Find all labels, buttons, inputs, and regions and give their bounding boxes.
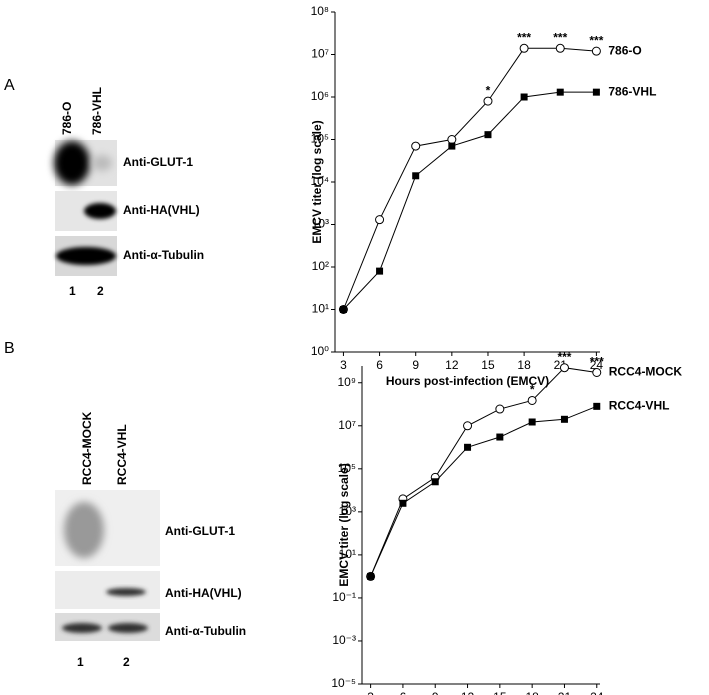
- annotation: *: [486, 83, 491, 97]
- annotation: ***: [517, 30, 531, 44]
- marker: [496, 433, 504, 441]
- x-tick-label: 9: [412, 358, 419, 372]
- marker: [431, 478, 439, 486]
- panel-label: B: [4, 340, 15, 357]
- series-line: [370, 367, 597, 577]
- marker: [399, 499, 407, 507]
- marker: [555, 43, 565, 53]
- marker: [339, 306, 347, 313]
- y-tick-label: 10⁴: [310, 174, 329, 188]
- marker: [528, 418, 536, 426]
- blot: [55, 490, 160, 641]
- marker: [376, 267, 384, 275]
- x-tick-label: 9: [432, 690, 439, 695]
- y-tick-label: 10⁻⁵: [331, 676, 356, 690]
- annotation: ***: [589, 33, 603, 47]
- y-tick-label: 10¹: [339, 547, 356, 561]
- x-tick-label: 6: [376, 358, 383, 372]
- y-tick-label: 10⁷: [338, 418, 356, 432]
- x-tick-label: 6: [400, 690, 407, 695]
- y-axis-label: EMCV titer (log scale): [310, 120, 324, 243]
- y-tick-label: 10⁻¹: [332, 590, 356, 604]
- series-label: RCC4-VHL: [609, 399, 670, 413]
- y-tick-label: 10⁶: [311, 89, 329, 103]
- y-tick-label: 10⁰: [311, 344, 329, 358]
- panel-label: A: [4, 77, 15, 94]
- lane-label: 786-O: [60, 102, 74, 135]
- x-tick-label: 3: [367, 690, 374, 695]
- marker: [448, 142, 456, 150]
- marker: [593, 402, 601, 410]
- marker: [556, 88, 564, 96]
- band-label: Anti-α-Tubulin: [165, 624, 246, 638]
- marker: [591, 46, 601, 56]
- x-tick-label: 18: [517, 358, 531, 372]
- marker: [483, 96, 493, 106]
- marker: [559, 363, 569, 373]
- y-tick-label: 10²: [312, 259, 329, 273]
- series-label: RCC4-MOCK: [609, 365, 683, 379]
- y-axis-label: EMCV titer (log scale): [337, 463, 351, 586]
- marker: [560, 415, 568, 423]
- marker: [375, 215, 385, 225]
- y-tick-label: 10¹: [312, 302, 329, 316]
- band-label: Anti-HA(VHL): [123, 203, 200, 217]
- lane-number: 2: [97, 284, 104, 298]
- x-tick-label: 24: [590, 358, 604, 372]
- y-tick-label: 10⁸: [311, 4, 329, 18]
- marker: [484, 131, 492, 139]
- band-label: Anti-GLUT-1: [165, 524, 235, 538]
- series-line: [342, 47, 597, 310]
- annotation: ***: [590, 355, 604, 369]
- annotation: ***: [553, 30, 567, 44]
- marker: [527, 395, 537, 405]
- lane-label: RCC4-MOCK: [80, 411, 94, 485]
- lane-number: 2: [123, 655, 130, 669]
- band-label: Anti-α-Tubulin: [123, 248, 204, 262]
- marker: [412, 172, 420, 180]
- series-line: [370, 405, 597, 577]
- marker: [520, 93, 528, 101]
- series-label: 786-O: [608, 43, 641, 57]
- lane-label: RCC4-VHL: [115, 424, 129, 485]
- series-label: 786-VHL: [608, 84, 656, 98]
- x-axis-label: Hours post-infection (EMCV): [386, 374, 549, 388]
- marker: [592, 367, 602, 377]
- y-tick-label: 10⁹: [338, 375, 357, 389]
- y-tick-label: 10⁷: [311, 47, 329, 61]
- x-tick-label: 12: [445, 358, 459, 372]
- marker: [464, 443, 472, 451]
- x-tick-label: 24: [590, 690, 604, 695]
- blot: [54, 140, 117, 276]
- x-tick-label: 21: [558, 690, 572, 695]
- x-tick-label: 15: [481, 358, 495, 372]
- band-label: Anti-HA(VHL): [165, 586, 242, 600]
- annotation: ***: [557, 350, 571, 364]
- x-tick-label: 15: [493, 690, 507, 695]
- lane-number: 1: [69, 284, 76, 298]
- marker: [411, 141, 421, 151]
- marker: [519, 43, 529, 53]
- x-tick-label: 3: [340, 358, 347, 372]
- y-tick-label: 10³: [312, 217, 329, 231]
- y-tick-label: 10³: [339, 504, 356, 518]
- marker: [592, 88, 600, 96]
- marker: [367, 572, 375, 580]
- y-tick-label: 10⁵: [338, 461, 356, 475]
- x-tick-label: 12: [461, 690, 475, 695]
- marker: [463, 421, 473, 431]
- x-tick-label: 18: [525, 690, 539, 695]
- band-label: Anti-GLUT-1: [123, 155, 193, 169]
- marker: [495, 404, 505, 414]
- marker: [447, 135, 457, 144]
- series-line: [343, 91, 597, 310]
- y-tick-label: 10⁵: [311, 132, 329, 146]
- annotation: *: [530, 383, 535, 397]
- lane-number: 1: [77, 655, 84, 669]
- lane-label: 786-VHL: [90, 87, 104, 135]
- y-tick-label: 10⁻³: [332, 633, 356, 647]
